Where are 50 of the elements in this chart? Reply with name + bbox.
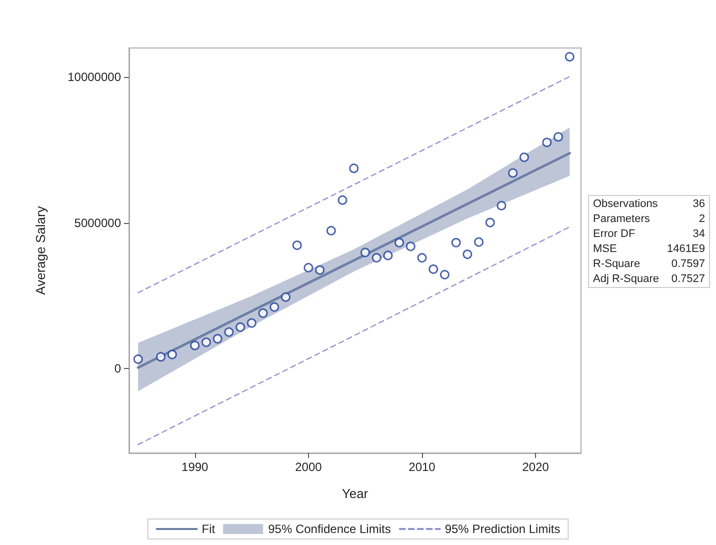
point — [326, 226, 336, 236]
point — [372, 253, 382, 263]
point — [258, 308, 268, 318]
point — [564, 52, 574, 62]
point — [360, 248, 370, 258]
point — [485, 218, 495, 228]
point — [280, 292, 290, 302]
point — [519, 152, 529, 162]
stats-table: Observations 36 Parameters 2 Error DF 34 MSE 1461E9 R-Square 0.7597 Adj R-Square 0.7527 — [588, 195, 710, 288]
point — [190, 340, 200, 350]
point — [428, 264, 438, 274]
point — [236, 322, 246, 332]
point — [292, 240, 302, 250]
point — [201, 338, 211, 348]
point — [246, 318, 256, 328]
point — [406, 242, 416, 252]
point — [462, 250, 472, 260]
point — [474, 237, 484, 247]
x-tick-label: 2000 — [295, 460, 322, 474]
point — [338, 195, 348, 205]
y-axis-title: Average Salary — [33, 206, 48, 295]
y-tick-label: 10000000 — [68, 70, 122, 84]
line-series — [136, 152, 571, 369]
text: 95% Confidence Limits — [268, 522, 391, 536]
point — [508, 168, 518, 178]
point — [394, 238, 404, 248]
point — [542, 138, 552, 148]
point — [167, 350, 177, 360]
point — [554, 132, 564, 142]
x-axis-title: Year — [342, 486, 369, 501]
point — [156, 352, 166, 362]
point — [224, 327, 234, 337]
legend-label: Fit — [202, 522, 216, 536]
point — [417, 253, 427, 263]
point — [496, 200, 506, 210]
x-tick-label: 1990 — [182, 460, 209, 474]
y-tick-label: 0 — [114, 362, 122, 376]
point — [349, 164, 359, 174]
legend-label: 95% Prediction Limits — [444, 522, 560, 536]
point — [270, 302, 280, 312]
x-tick-label: 2020 — [522, 460, 550, 474]
point — [133, 354, 143, 364]
point — [440, 270, 450, 280]
y-tick-label: 5000000 — [74, 216, 122, 230]
point — [383, 250, 393, 260]
point — [315, 265, 325, 275]
point — [304, 262, 314, 272]
point — [451, 238, 461, 248]
x-tick-label: 2010 — [408, 460, 436, 474]
point — [212, 334, 222, 344]
